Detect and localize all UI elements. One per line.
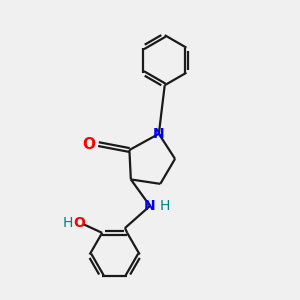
Text: H: H (160, 199, 170, 213)
Text: O: O (82, 136, 95, 152)
Text: N: N (144, 199, 156, 213)
Text: O: O (74, 215, 86, 230)
Text: N: N (153, 127, 165, 141)
Text: H: H (62, 215, 73, 230)
